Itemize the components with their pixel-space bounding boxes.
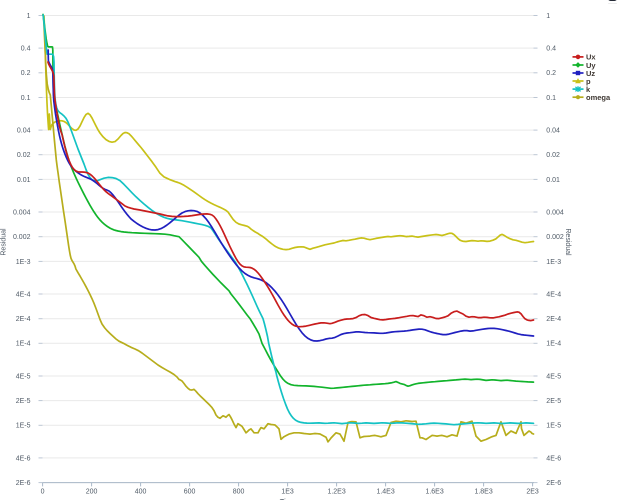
svg-text:1.2E3: 1.2E3 [327,489,345,496]
svg-text:0: 0 [41,489,45,496]
svg-text:0.1: 0.1 [21,95,31,102]
svg-text:2E-5: 2E-5 [16,398,31,405]
svg-text:0.1: 0.1 [546,95,556,102]
svg-text:1E-4: 1E-4 [546,341,561,348]
svg-text:4E-6: 4E-6 [546,455,561,462]
svg-text:2E-6: 2E-6 [16,480,31,487]
svg-text:2E-4: 2E-4 [546,316,561,323]
svg-text:0.002: 0.002 [13,234,31,241]
svg-text:1E3: 1E3 [281,489,294,496]
svg-text:0.04: 0.04 [17,128,31,135]
svg-text:1E-3: 1E-3 [546,259,561,266]
svg-text:0.004: 0.004 [13,209,31,216]
svg-text:4E-6: 4E-6 [16,455,31,462]
svg-text:0.02: 0.02 [546,152,560,159]
svg-text:0.01: 0.01 [546,177,560,184]
svg-text:4E-5: 4E-5 [16,373,31,380]
svg-text:0.4: 0.4 [546,46,556,53]
svg-text:k: k [586,85,591,94]
svg-text:0.002: 0.002 [546,234,564,241]
svg-text:2E-6: 2E-6 [546,480,561,487]
svg-text:0.04: 0.04 [546,128,560,135]
svg-text:1.6E3: 1.6E3 [425,489,443,496]
svg-text:4E-4: 4E-4 [16,291,31,298]
svg-text:2E-5: 2E-5 [546,398,561,405]
svg-text:1E-5: 1E-5 [546,423,561,430]
svg-text:2E-4: 2E-4 [16,316,31,323]
svg-text:Uz: Uz [586,69,595,78]
svg-text:1: 1 [546,13,550,20]
svg-text:1: 1 [27,13,31,20]
svg-text:0.02: 0.02 [17,152,31,159]
svg-text:1E-5: 1E-5 [16,423,31,430]
svg-text:200: 200 [86,489,98,496]
svg-text:800: 800 [233,489,245,496]
svg-text:400: 400 [135,489,147,496]
svg-text:p: p [586,77,591,86]
svg-text:0.2: 0.2 [21,70,31,77]
svg-text:Residual: Residual [1,228,8,256]
svg-text:1.8E3: 1.8E3 [474,489,492,496]
svg-text:1E-3: 1E-3 [16,259,31,266]
svg-text:600: 600 [184,489,196,496]
svg-text:Time: Time [280,497,296,500]
svg-text:Ux: Ux [586,53,596,62]
svg-text:0.01: 0.01 [17,177,31,184]
svg-text:0.4: 0.4 [21,46,31,53]
svg-text:2E3: 2E3 [526,489,539,496]
svg-text:4E-4: 4E-4 [546,291,561,298]
svg-text:0.2: 0.2 [546,70,556,77]
svg-text:0.004: 0.004 [546,209,564,216]
svg-text:1E-4: 1E-4 [16,341,31,348]
svg-text:Uy: Uy [586,61,596,70]
svg-text:Residual: Residual [564,228,571,256]
svg-text:1.4E3: 1.4E3 [376,489,394,496]
svg-text:omega: omega [586,93,611,102]
svg-text:4E-5: 4E-5 [546,373,561,380]
